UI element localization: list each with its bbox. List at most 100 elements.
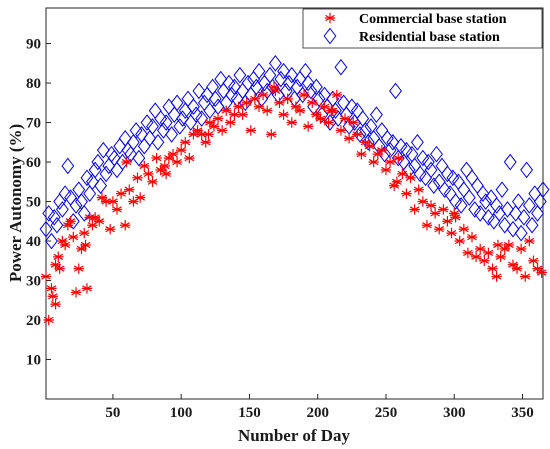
commercial-point <box>434 223 445 235</box>
residential-point <box>536 181 550 198</box>
commercial-point <box>286 117 297 128</box>
commercial-point <box>409 204 420 215</box>
y-tick-label: 70 <box>26 116 41 132</box>
commercial-point <box>175 144 187 156</box>
residential-point <box>151 133 165 151</box>
residential-point <box>424 161 438 179</box>
commercial-point <box>487 263 498 274</box>
commercial-point <box>536 267 547 278</box>
residential-point <box>69 197 83 214</box>
commercial-point <box>298 89 310 101</box>
residential-point <box>438 181 452 198</box>
residential-point <box>410 133 424 151</box>
commercial-point <box>376 144 388 156</box>
commercial-point <box>326 105 337 116</box>
commercial-point <box>151 152 162 164</box>
commercial-point <box>364 141 375 152</box>
residential-point <box>50 216 64 234</box>
residential-point <box>522 197 536 214</box>
commercial-point <box>160 168 172 180</box>
commercial-point <box>59 239 71 251</box>
residential-point <box>91 153 105 171</box>
residential-point <box>520 161 534 179</box>
x-tick-label: 100 <box>170 405 193 421</box>
commercial-point <box>253 101 265 112</box>
commercial-point <box>200 137 211 148</box>
residential-point <box>61 157 75 175</box>
commercial-point <box>94 216 105 227</box>
axis-titles: Number of Day Power Autonomy (%) <box>6 124 351 445</box>
commercial-point <box>54 263 65 274</box>
commercial-point <box>491 271 502 282</box>
residential-point <box>462 189 476 206</box>
commercial-point <box>121 156 132 168</box>
legend-star-marker <box>324 12 336 24</box>
commercial-point <box>225 117 236 128</box>
axis-ticks: 50 100 150 200 250 300 350 10 20 30 40 50 60 70 80 90 <box>26 37 534 421</box>
legend-box <box>302 8 543 49</box>
residential-point <box>165 126 179 143</box>
residential-point <box>140 114 154 131</box>
commercial-point <box>268 81 280 93</box>
commercial-point <box>421 220 433 231</box>
commercial-point <box>470 251 482 263</box>
residential-point <box>167 106 181 123</box>
y-tick-label: 50 <box>26 195 41 211</box>
commercial-point <box>524 235 535 247</box>
residential-point <box>39 220 53 238</box>
commercial-point <box>483 247 494 259</box>
residential-point <box>514 224 528 242</box>
residential-point <box>252 62 266 80</box>
y-tick-label: 30 <box>26 274 41 290</box>
commercial-point <box>405 172 416 184</box>
residential-point <box>400 141 413 159</box>
commercial-point <box>81 283 93 294</box>
residential-point <box>312 90 326 108</box>
residential-point <box>55 201 69 218</box>
residential-point <box>85 173 99 191</box>
commercial-point <box>401 188 412 199</box>
commercial-point <box>335 125 347 136</box>
residential-point <box>233 66 247 84</box>
commercial-point <box>40 271 52 282</box>
commercial-point <box>466 231 478 243</box>
residential-point <box>427 177 441 195</box>
residential-point <box>503 153 517 171</box>
residential-point <box>440 165 454 183</box>
residential-point <box>47 209 61 226</box>
commercial-point <box>282 93 293 105</box>
commercial-point <box>115 188 127 199</box>
commercial-point <box>503 239 515 251</box>
x-tick-label: 50 <box>105 405 120 421</box>
residential-point <box>129 122 143 139</box>
commercial-point <box>343 133 355 144</box>
commercial-point <box>492 239 504 251</box>
commercial-point <box>442 216 453 227</box>
x-tick-label: 250 <box>375 405 398 421</box>
residential-point <box>146 118 159 135</box>
commercial-point <box>208 121 220 132</box>
commercial-point <box>397 168 408 180</box>
series-layer <box>39 54 550 326</box>
y-tick-label: 10 <box>26 353 41 369</box>
commercial-point <box>380 164 392 176</box>
residential-point <box>268 54 282 72</box>
residential-point <box>446 169 460 187</box>
legend-marker-residential <box>323 27 337 45</box>
x-tick-label: 300 <box>443 405 466 421</box>
commercial-point <box>245 125 257 136</box>
commercial-point <box>132 172 143 184</box>
commercial-point <box>229 109 240 120</box>
commercial-point <box>413 184 424 195</box>
commercial-point <box>417 196 429 207</box>
residential-point <box>170 94 184 112</box>
commercial-point <box>323 117 334 128</box>
residential-point <box>187 98 200 116</box>
residential-point <box>353 126 367 143</box>
commercial-point <box>73 263 84 274</box>
residential-point <box>413 165 427 183</box>
residential-point <box>301 74 315 92</box>
residential-point <box>476 185 490 202</box>
commercial-point <box>237 109 248 120</box>
